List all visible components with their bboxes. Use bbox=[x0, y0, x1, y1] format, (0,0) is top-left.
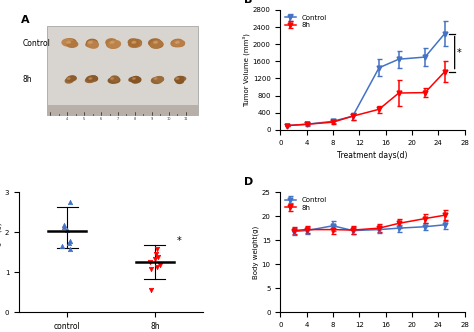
Ellipse shape bbox=[62, 39, 74, 46]
Ellipse shape bbox=[154, 77, 164, 82]
Y-axis label: Tumor Volume (mm³): Tumor Volume (mm³) bbox=[242, 33, 250, 107]
Ellipse shape bbox=[89, 78, 92, 79]
Ellipse shape bbox=[65, 78, 73, 83]
Ellipse shape bbox=[86, 41, 98, 47]
Ellipse shape bbox=[90, 76, 98, 81]
Ellipse shape bbox=[87, 76, 97, 81]
Point bbox=[60, 222, 68, 228]
Ellipse shape bbox=[106, 39, 117, 46]
Ellipse shape bbox=[67, 78, 70, 79]
Ellipse shape bbox=[132, 77, 141, 83]
Point bbox=[58, 243, 66, 249]
Ellipse shape bbox=[108, 41, 120, 48]
Ellipse shape bbox=[174, 41, 184, 46]
Ellipse shape bbox=[149, 39, 161, 46]
Ellipse shape bbox=[89, 42, 92, 43]
Ellipse shape bbox=[67, 42, 71, 43]
Point bbox=[152, 251, 160, 257]
Ellipse shape bbox=[110, 76, 119, 82]
Ellipse shape bbox=[67, 42, 78, 47]
Ellipse shape bbox=[175, 78, 183, 83]
Point bbox=[66, 246, 74, 252]
Ellipse shape bbox=[68, 76, 76, 81]
Point bbox=[156, 262, 164, 268]
Point bbox=[151, 257, 159, 262]
Text: 9: 9 bbox=[151, 117, 153, 121]
Text: A: A bbox=[21, 15, 29, 25]
Y-axis label: Tumor weight (g): Tumor weight (g) bbox=[0, 222, 2, 282]
Ellipse shape bbox=[108, 78, 118, 83]
Ellipse shape bbox=[87, 41, 98, 48]
Text: 11: 11 bbox=[183, 117, 188, 121]
Ellipse shape bbox=[172, 41, 184, 46]
Text: *: * bbox=[456, 47, 461, 57]
Ellipse shape bbox=[176, 78, 179, 79]
FancyBboxPatch shape bbox=[46, 26, 198, 116]
Point bbox=[61, 225, 68, 230]
Text: Control: Control bbox=[23, 39, 51, 48]
Point bbox=[147, 288, 155, 293]
Ellipse shape bbox=[175, 42, 179, 43]
Ellipse shape bbox=[131, 40, 141, 45]
Point bbox=[65, 241, 73, 246]
Ellipse shape bbox=[111, 78, 114, 79]
Ellipse shape bbox=[129, 41, 141, 47]
Ellipse shape bbox=[66, 76, 76, 81]
Text: *: * bbox=[177, 236, 182, 246]
Text: 8: 8 bbox=[134, 117, 136, 121]
Legend: Control, 8h: Control, 8h bbox=[284, 196, 328, 212]
Ellipse shape bbox=[128, 39, 139, 46]
Ellipse shape bbox=[150, 41, 163, 48]
Text: 4: 4 bbox=[66, 117, 68, 121]
Point bbox=[153, 265, 161, 270]
Text: 10: 10 bbox=[166, 117, 171, 121]
Text: D: D bbox=[244, 177, 253, 187]
Ellipse shape bbox=[85, 77, 96, 82]
Text: 6: 6 bbox=[100, 117, 102, 121]
Y-axis label: Body weight(g): Body weight(g) bbox=[252, 225, 259, 279]
Text: 8h: 8h bbox=[23, 75, 32, 84]
Ellipse shape bbox=[155, 77, 164, 82]
Ellipse shape bbox=[154, 42, 157, 43]
Text: 7: 7 bbox=[117, 117, 119, 121]
Text: B: B bbox=[244, 0, 252, 5]
Ellipse shape bbox=[132, 42, 136, 43]
Point bbox=[64, 227, 71, 233]
Bar bbox=[46, 105, 198, 116]
Ellipse shape bbox=[176, 77, 186, 81]
Ellipse shape bbox=[107, 42, 119, 48]
Ellipse shape bbox=[154, 78, 157, 79]
Ellipse shape bbox=[129, 77, 138, 82]
Point bbox=[154, 246, 161, 252]
Text: 5: 5 bbox=[83, 117, 85, 121]
Ellipse shape bbox=[171, 40, 183, 46]
Ellipse shape bbox=[87, 40, 97, 46]
Point bbox=[66, 238, 73, 244]
X-axis label: Treatment days(d): Treatment days(d) bbox=[337, 151, 408, 160]
Ellipse shape bbox=[152, 77, 162, 83]
Ellipse shape bbox=[112, 77, 120, 83]
Point bbox=[66, 200, 74, 205]
Point bbox=[155, 254, 162, 260]
Ellipse shape bbox=[110, 42, 114, 43]
Point bbox=[146, 260, 154, 265]
Ellipse shape bbox=[175, 76, 184, 82]
Ellipse shape bbox=[150, 41, 162, 48]
Ellipse shape bbox=[132, 76, 140, 82]
Point bbox=[147, 266, 155, 272]
Ellipse shape bbox=[64, 39, 76, 46]
Legend: Control, 8h: Control, 8h bbox=[284, 13, 328, 30]
Ellipse shape bbox=[132, 78, 135, 79]
